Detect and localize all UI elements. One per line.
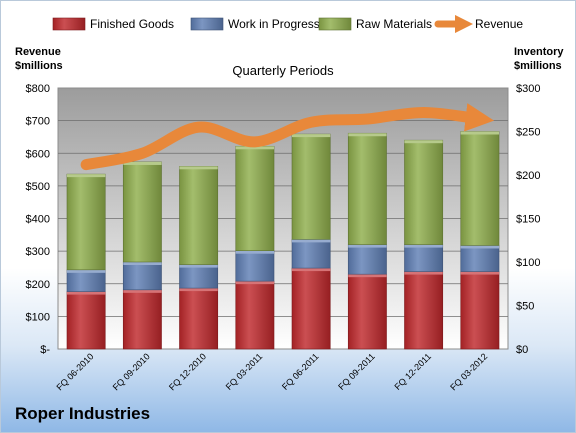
bar-raw-materials bbox=[291, 133, 331, 240]
bar-stacks bbox=[66, 131, 500, 350]
left-tick-label: $200 bbox=[26, 279, 50, 291]
bar-finished-goods bbox=[122, 289, 162, 350]
bar-work-in-progress bbox=[291, 239, 331, 269]
bar-finished-goods bbox=[291, 267, 331, 350]
bar-finished-goods bbox=[460, 271, 500, 350]
left-axis-title-line2: $millions bbox=[15, 60, 63, 72]
right-tick-label: $100 bbox=[516, 257, 540, 269]
bar-cap-work-in-progress bbox=[179, 264, 218, 268]
right-tick-label: $300 bbox=[516, 83, 540, 95]
right-tick-label: $150 bbox=[516, 214, 540, 226]
right-axis-title-line1: Inventory bbox=[514, 46, 564, 58]
category-label: FQ 03-2012 bbox=[448, 351, 489, 392]
left-tick-label: $- bbox=[40, 344, 50, 356]
right-axis-ticks: $0 $50 $100 $150 $200 $250 $300 bbox=[516, 83, 540, 356]
bar-work-in-progress bbox=[179, 264, 219, 289]
right-axis-title-line2: $millions bbox=[514, 60, 562, 72]
category-labels: FQ 06-2010 FQ 09-2010 FQ 12-2010 FQ 03-2011… bbox=[55, 351, 490, 392]
left-tick-label: $300 bbox=[26, 246, 50, 258]
category-label: FQ 06-2011 bbox=[280, 351, 321, 392]
bar-work-in-progress bbox=[347, 244, 387, 275]
bar-raw-materials bbox=[122, 161, 162, 263]
revenue-line bbox=[80, 103, 495, 171]
bar-work-in-progress bbox=[235, 250, 275, 282]
legend: Finished Goods Work in Progress Raw Materi… bbox=[52, 14, 523, 34]
bar-work-in-progress bbox=[66, 269, 106, 292]
right-tick-label: $250 bbox=[516, 127, 540, 139]
bar-finished-goods bbox=[404, 271, 444, 350]
bar-cap-finished-goods bbox=[460, 271, 499, 275]
bar-raw-materials bbox=[235, 145, 275, 251]
company-name: Roper Industries bbox=[15, 404, 150, 423]
bar-cap-work-in-progress bbox=[404, 244, 443, 248]
bar-cap-finished-goods bbox=[179, 288, 218, 292]
bar-cap-finished-goods bbox=[123, 289, 162, 293]
bar-cap-work-in-progress bbox=[348, 244, 387, 248]
left-tick-label: $600 bbox=[26, 148, 50, 160]
bar-cap-raw-materials bbox=[179, 166, 218, 170]
right-tick-label: $0 bbox=[516, 344, 528, 356]
left-axis-ticks: $- $100 $200 $300 $400 $500 $600 $700 $800 bbox=[26, 83, 51, 356]
left-tick-label: $700 bbox=[26, 116, 50, 128]
right-tick-label: $50 bbox=[516, 301, 534, 313]
category-label: FQ 03-2011 bbox=[224, 351, 265, 392]
legend-label-raw-materials: Raw Materials bbox=[356, 17, 432, 31]
bar-finished-goods bbox=[179, 287, 219, 350]
bar-finished-goods bbox=[66, 291, 106, 350]
bar-cap-raw-materials bbox=[235, 146, 274, 150]
bar-cap-finished-goods bbox=[67, 291, 106, 295]
bar-raw-materials bbox=[347, 132, 387, 245]
bar-cap-raw-materials bbox=[348, 133, 387, 137]
legend-swatch-work-in-progress bbox=[190, 17, 224, 31]
category-label: FQ 12-2011 bbox=[392, 351, 433, 392]
bar-work-in-progress bbox=[122, 261, 162, 291]
legend-swatch-raw-materials bbox=[318, 17, 352, 31]
bar-cap-work-in-progress bbox=[67, 269, 106, 273]
chart-subtitle: Quarterly Periods bbox=[232, 63, 334, 78]
bar-cap-raw-materials bbox=[404, 140, 443, 144]
bar-raw-materials bbox=[66, 173, 106, 271]
left-tick-label: $800 bbox=[26, 83, 50, 95]
bar-cap-raw-materials bbox=[460, 131, 499, 135]
legend-swatch-finished-goods bbox=[52, 17, 86, 31]
bar-cap-finished-goods bbox=[404, 271, 443, 275]
bar-work-in-progress bbox=[460, 245, 500, 272]
bar-cap-raw-materials bbox=[123, 161, 162, 165]
bar-cap-raw-materials bbox=[67, 174, 106, 178]
category-label: FQ 09-2011 bbox=[336, 351, 377, 392]
category-label: FQ 06-2010 bbox=[55, 351, 96, 392]
legend-label-revenue: Revenue bbox=[475, 17, 523, 31]
legend-label-work-in-progress: Work in Progress bbox=[228, 17, 320, 31]
left-tick-label: $500 bbox=[26, 181, 50, 193]
bar-finished-goods bbox=[347, 273, 387, 350]
bar-cap-finished-goods bbox=[292, 268, 331, 272]
legend-label-finished-goods: Finished Goods bbox=[90, 17, 174, 31]
bar-raw-materials bbox=[460, 131, 500, 246]
bar-cap-raw-materials bbox=[292, 134, 331, 138]
bar-work-in-progress bbox=[404, 244, 444, 272]
right-tick-label: $200 bbox=[516, 170, 540, 182]
bar-cap-finished-goods bbox=[348, 274, 387, 278]
left-tick-label: $400 bbox=[26, 214, 50, 226]
category-label: FQ 12-2010 bbox=[167, 351, 208, 392]
bar-raw-materials bbox=[179, 166, 219, 265]
category-label: FQ 09-2010 bbox=[111, 351, 152, 392]
left-axis-title-line1: Revenue bbox=[15, 46, 61, 58]
bar-cap-finished-goods bbox=[235, 281, 274, 285]
left-tick-label: $100 bbox=[26, 311, 50, 323]
bar-cap-work-in-progress bbox=[235, 250, 274, 254]
bar-finished-goods bbox=[235, 280, 275, 350]
bar-cap-work-in-progress bbox=[460, 245, 499, 249]
revenue-line-layer bbox=[80, 103, 495, 171]
bar-cap-work-in-progress bbox=[123, 262, 162, 265]
bar-cap-work-in-progress bbox=[292, 239, 331, 243]
bar-raw-materials bbox=[404, 139, 444, 245]
